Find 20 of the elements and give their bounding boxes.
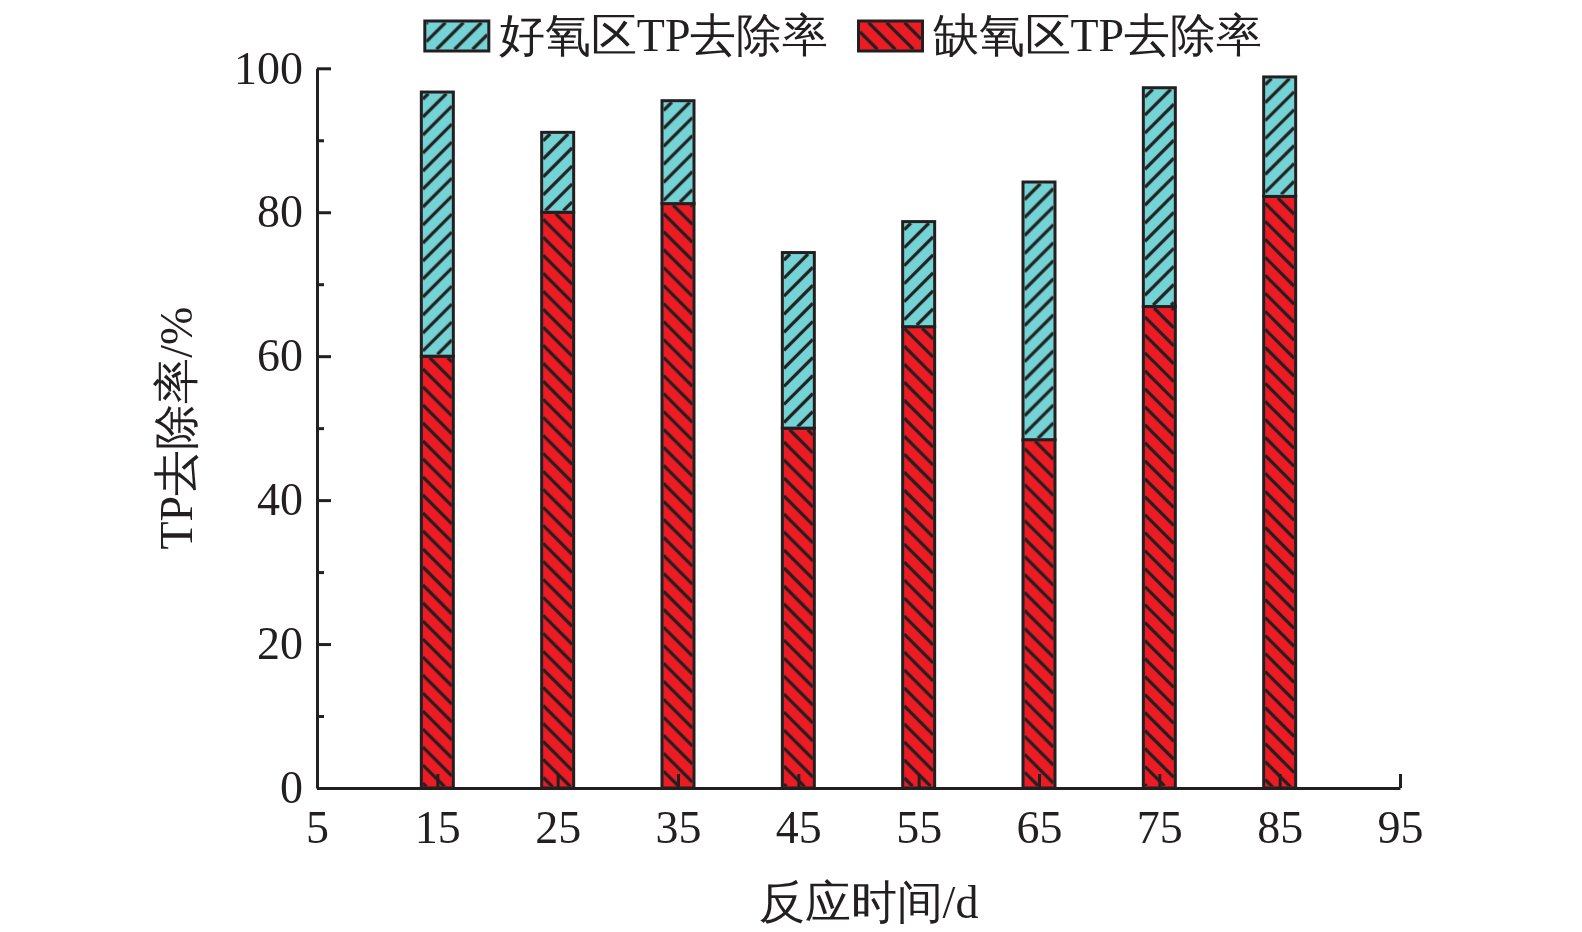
x-tick-label: 35 bbox=[655, 801, 702, 853]
x-tick-label: 95 bbox=[1377, 801, 1424, 853]
x-tick-label: 75 bbox=[1136, 801, 1183, 853]
y-axis-title: TP去除率/% bbox=[151, 306, 202, 550]
x-tick-label: 55 bbox=[896, 801, 943, 853]
x-tick-label: 45 bbox=[775, 801, 822, 853]
y-tick-label: 20 bbox=[257, 618, 303, 670]
x-tick-label: 5 bbox=[306, 801, 329, 853]
x-tick-label: 25 bbox=[535, 801, 582, 853]
y-tick-label: 40 bbox=[257, 474, 303, 526]
legend-label: 好氧区TP去除率 bbox=[498, 10, 829, 61]
x-axis-title: 反应时间/d bbox=[758, 877, 979, 928]
x-tick-label: 65 bbox=[1016, 801, 1063, 853]
x-tick-label: 15 bbox=[414, 801, 461, 853]
y-tick-label: 100 bbox=[234, 42, 303, 94]
y-tick-label: 0 bbox=[280, 762, 303, 814]
y-tick-label: 80 bbox=[257, 186, 303, 238]
legend-label: 缺氧区TP去除率 bbox=[932, 10, 1263, 61]
y-tick-label: 60 bbox=[257, 330, 303, 382]
x-tick-label: 85 bbox=[1257, 801, 1304, 853]
